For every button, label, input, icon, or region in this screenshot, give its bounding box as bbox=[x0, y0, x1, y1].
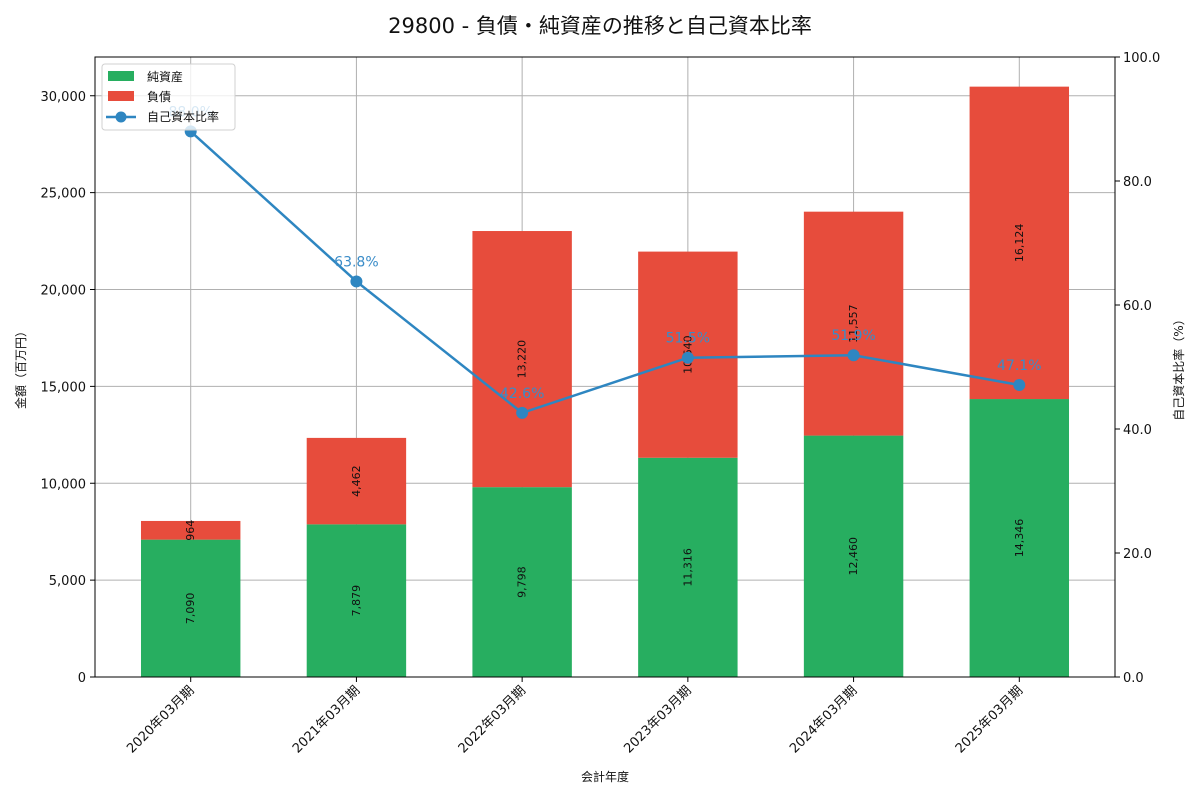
bar-segment bbox=[969, 399, 1070, 677]
ratio-marker bbox=[350, 275, 363, 288]
legend-label: 負債 bbox=[147, 89, 171, 104]
bar-segment bbox=[472, 487, 572, 677]
ratio-value-label: 47.1% bbox=[997, 358, 1041, 374]
ratio-marker bbox=[516, 406, 529, 419]
bar-segment bbox=[306, 524, 407, 677]
y-axis-label: 金額（百万円） bbox=[13, 325, 28, 409]
ratio-marker bbox=[847, 349, 860, 362]
bar-value-label: 11,557 bbox=[847, 304, 860, 343]
legend-label: 自己資本比率 bbox=[147, 109, 219, 124]
y2-axis-label: 自己資本比率（%） bbox=[1171, 313, 1186, 420]
bar-value-label: 7,879 bbox=[350, 585, 363, 617]
x-axis-label: 会計年度 bbox=[581, 769, 629, 784]
y2-tick-label: 20.0 bbox=[1123, 547, 1152, 562]
ratio-marker bbox=[1013, 378, 1026, 391]
y-tick-label: 30,000 bbox=[41, 90, 87, 105]
legend-label: 純資産 bbox=[147, 69, 183, 84]
bar-value-label: 7,090 bbox=[184, 593, 197, 625]
x-tick-label: 2024年03月期 bbox=[787, 683, 860, 756]
bar-segment bbox=[472, 231, 572, 488]
bar-segment bbox=[306, 437, 407, 525]
bar-segment bbox=[969, 86, 1070, 400]
ratio-line bbox=[189, 130, 1020, 415]
plot-frame bbox=[94, 56, 1116, 678]
grid-lines bbox=[95, 57, 1115, 678]
y-tick-label: 25,000 bbox=[41, 187, 87, 202]
chart-title: 29800 - 負債・純資産の推移と自己資本比率 bbox=[388, 14, 812, 38]
bar-value-label: 16,124 bbox=[1013, 224, 1026, 263]
line-series: 88.0%63.8%42.6%51.5%51.9%47.1% bbox=[168, 104, 1042, 419]
y2-tick-label: 80.0 bbox=[1123, 175, 1152, 190]
bar-value-label: 9,798 bbox=[516, 566, 529, 598]
y-tick-label: 5,000 bbox=[49, 574, 86, 589]
ratio-value-label: 63.8% bbox=[334, 254, 378, 270]
ratio-value-label: 42.6% bbox=[500, 386, 544, 402]
legend-swatch bbox=[108, 91, 134, 101]
x-tick-label: 2025年03月期 bbox=[953, 683, 1026, 756]
bar-segment bbox=[140, 520, 241, 540]
bar-segment bbox=[638, 457, 738, 677]
x-tick-label: 2021年03月期 bbox=[290, 683, 363, 756]
bar-value-label: 14,346 bbox=[1013, 519, 1026, 558]
bar-value-label: 4,462 bbox=[350, 465, 363, 497]
y2-tick-label: 0.0 bbox=[1123, 671, 1144, 686]
legend-swatch bbox=[108, 71, 134, 81]
y2-tick-label: 40.0 bbox=[1123, 423, 1152, 438]
bar-value-label: 13,220 bbox=[516, 340, 529, 379]
ratio-value-label: 51.5% bbox=[666, 331, 710, 347]
x-tick-label: 2023年03月期 bbox=[621, 683, 694, 756]
x-tick-label: 2022年03月期 bbox=[456, 683, 529, 756]
y-tick-label: 0 bbox=[78, 671, 86, 686]
legend-marker bbox=[115, 111, 127, 123]
bar-series: 7,090 7,879 9,798 11,316 12,460 14,346 964 4,46… bbox=[140, 86, 1070, 677]
bar-value-label: 11,316 bbox=[681, 548, 694, 587]
y2-tick-label: 60.0 bbox=[1123, 299, 1152, 314]
ratio-marker bbox=[681, 351, 694, 364]
y-tick-label: 15,000 bbox=[41, 380, 87, 395]
bar-value-label: 12,460 bbox=[847, 537, 860, 576]
y-tick-label: 20,000 bbox=[41, 284, 87, 299]
bar-value-label: 964 bbox=[184, 520, 197, 541]
y2-tick-label: 100.0 bbox=[1123, 51, 1160, 66]
bar-segment bbox=[140, 539, 241, 677]
legend-box bbox=[101, 63, 236, 131]
x-tick-label: 2020年03月期 bbox=[124, 683, 197, 756]
bar-segment bbox=[803, 211, 904, 436]
y-tick-label: 10,000 bbox=[41, 477, 87, 492]
bar-segment bbox=[803, 435, 904, 677]
ratio-value-label: 51.9% bbox=[831, 328, 875, 344]
